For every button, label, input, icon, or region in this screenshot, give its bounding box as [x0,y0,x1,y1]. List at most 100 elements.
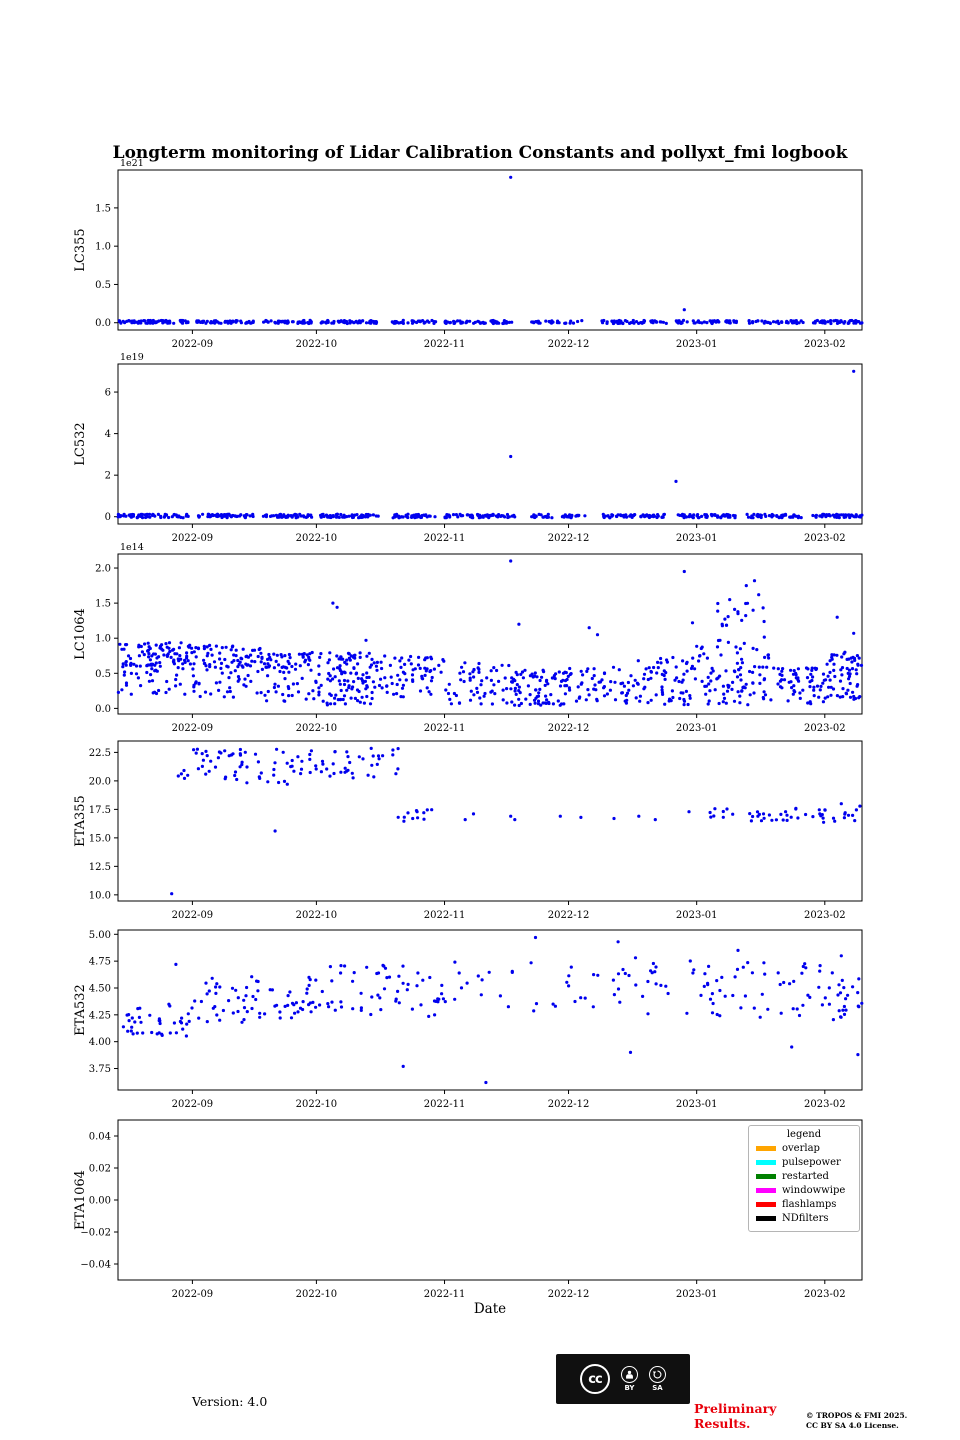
data-point [439,670,443,674]
data-point [382,987,387,991]
data-point [620,691,624,695]
data-point-outlier [273,829,277,833]
data-point [480,679,484,683]
data-point [725,807,729,811]
data-point [147,512,152,516]
data-point [308,770,312,775]
data-point [743,686,747,690]
data-point [806,993,810,997]
data-point [127,513,131,517]
data-point [693,321,697,325]
data-point [246,663,250,667]
data-point [716,609,720,613]
data-point [775,514,779,518]
data-point [432,667,436,671]
data-point [492,683,496,687]
data-point [283,654,287,658]
data-point [299,514,303,518]
data-point [276,320,280,324]
data-point [151,321,155,325]
data-point [245,781,249,785]
data-point [826,674,830,678]
data-point [243,677,247,681]
data-point [317,664,321,668]
data-point [268,655,272,660]
data-point [327,658,331,662]
data-point [370,319,374,323]
data-point [280,515,284,519]
data-point [249,321,253,325]
data-point [227,676,231,680]
data-point [146,318,150,323]
data-point [154,320,158,324]
data-point [333,696,337,700]
data-point [837,983,841,987]
data-point [670,689,675,693]
data-point [372,661,376,665]
data-point [671,655,675,660]
y-tick-label: 2 [105,471,111,482]
data-point [592,667,596,671]
data-point [573,999,577,1004]
data-point [307,983,311,987]
data-point [332,771,336,776]
data-point [395,692,399,696]
data-point [840,673,844,677]
data-point [618,1000,622,1004]
data-point [721,815,725,819]
data-point [809,672,813,676]
data-point [289,1016,294,1020]
data-point [593,683,597,687]
x-tick-label: 2023-01 [676,1099,718,1110]
data-point [231,752,235,756]
data-point [462,679,466,684]
data-point [339,964,343,968]
data-point [222,514,226,518]
data-point [346,651,351,655]
data-point [440,983,444,987]
data-point [711,1001,715,1006]
data-point [210,976,214,980]
data-point [827,685,831,689]
data-point [282,779,287,783]
data-point [333,1008,337,1012]
data-point [839,1015,843,1019]
data-point [285,666,289,670]
legend-swatch [756,1174,776,1179]
data-point [225,664,229,668]
data-point [829,685,833,689]
data-point [194,680,198,684]
data-point [580,681,584,685]
legend-title: legend [786,1129,822,1140]
data-point [425,808,429,812]
data-point [810,678,814,683]
data-point [345,321,349,326]
data-point [681,691,685,695]
data-point [748,669,752,674]
data-point [845,657,849,661]
data-point [779,812,783,816]
data-point [303,658,308,662]
data-point [204,772,208,776]
data-point [761,695,765,700]
data-point [663,702,667,706]
legend-swatch [756,1202,776,1207]
data-point [536,699,541,703]
data-point [345,688,349,692]
data-point [295,682,299,686]
data-point [611,665,616,669]
data-point [856,991,860,995]
data-point [762,816,766,820]
data-point [185,1022,189,1026]
data-point [281,319,285,323]
data-point [631,684,636,688]
data-point [468,698,473,702]
data-point [473,320,477,324]
preliminary-line2: Results. [694,1416,751,1431]
data-point [414,515,418,519]
data-point [655,515,659,520]
data-point [297,652,301,656]
data-point [456,515,460,519]
data-point [551,702,556,706]
